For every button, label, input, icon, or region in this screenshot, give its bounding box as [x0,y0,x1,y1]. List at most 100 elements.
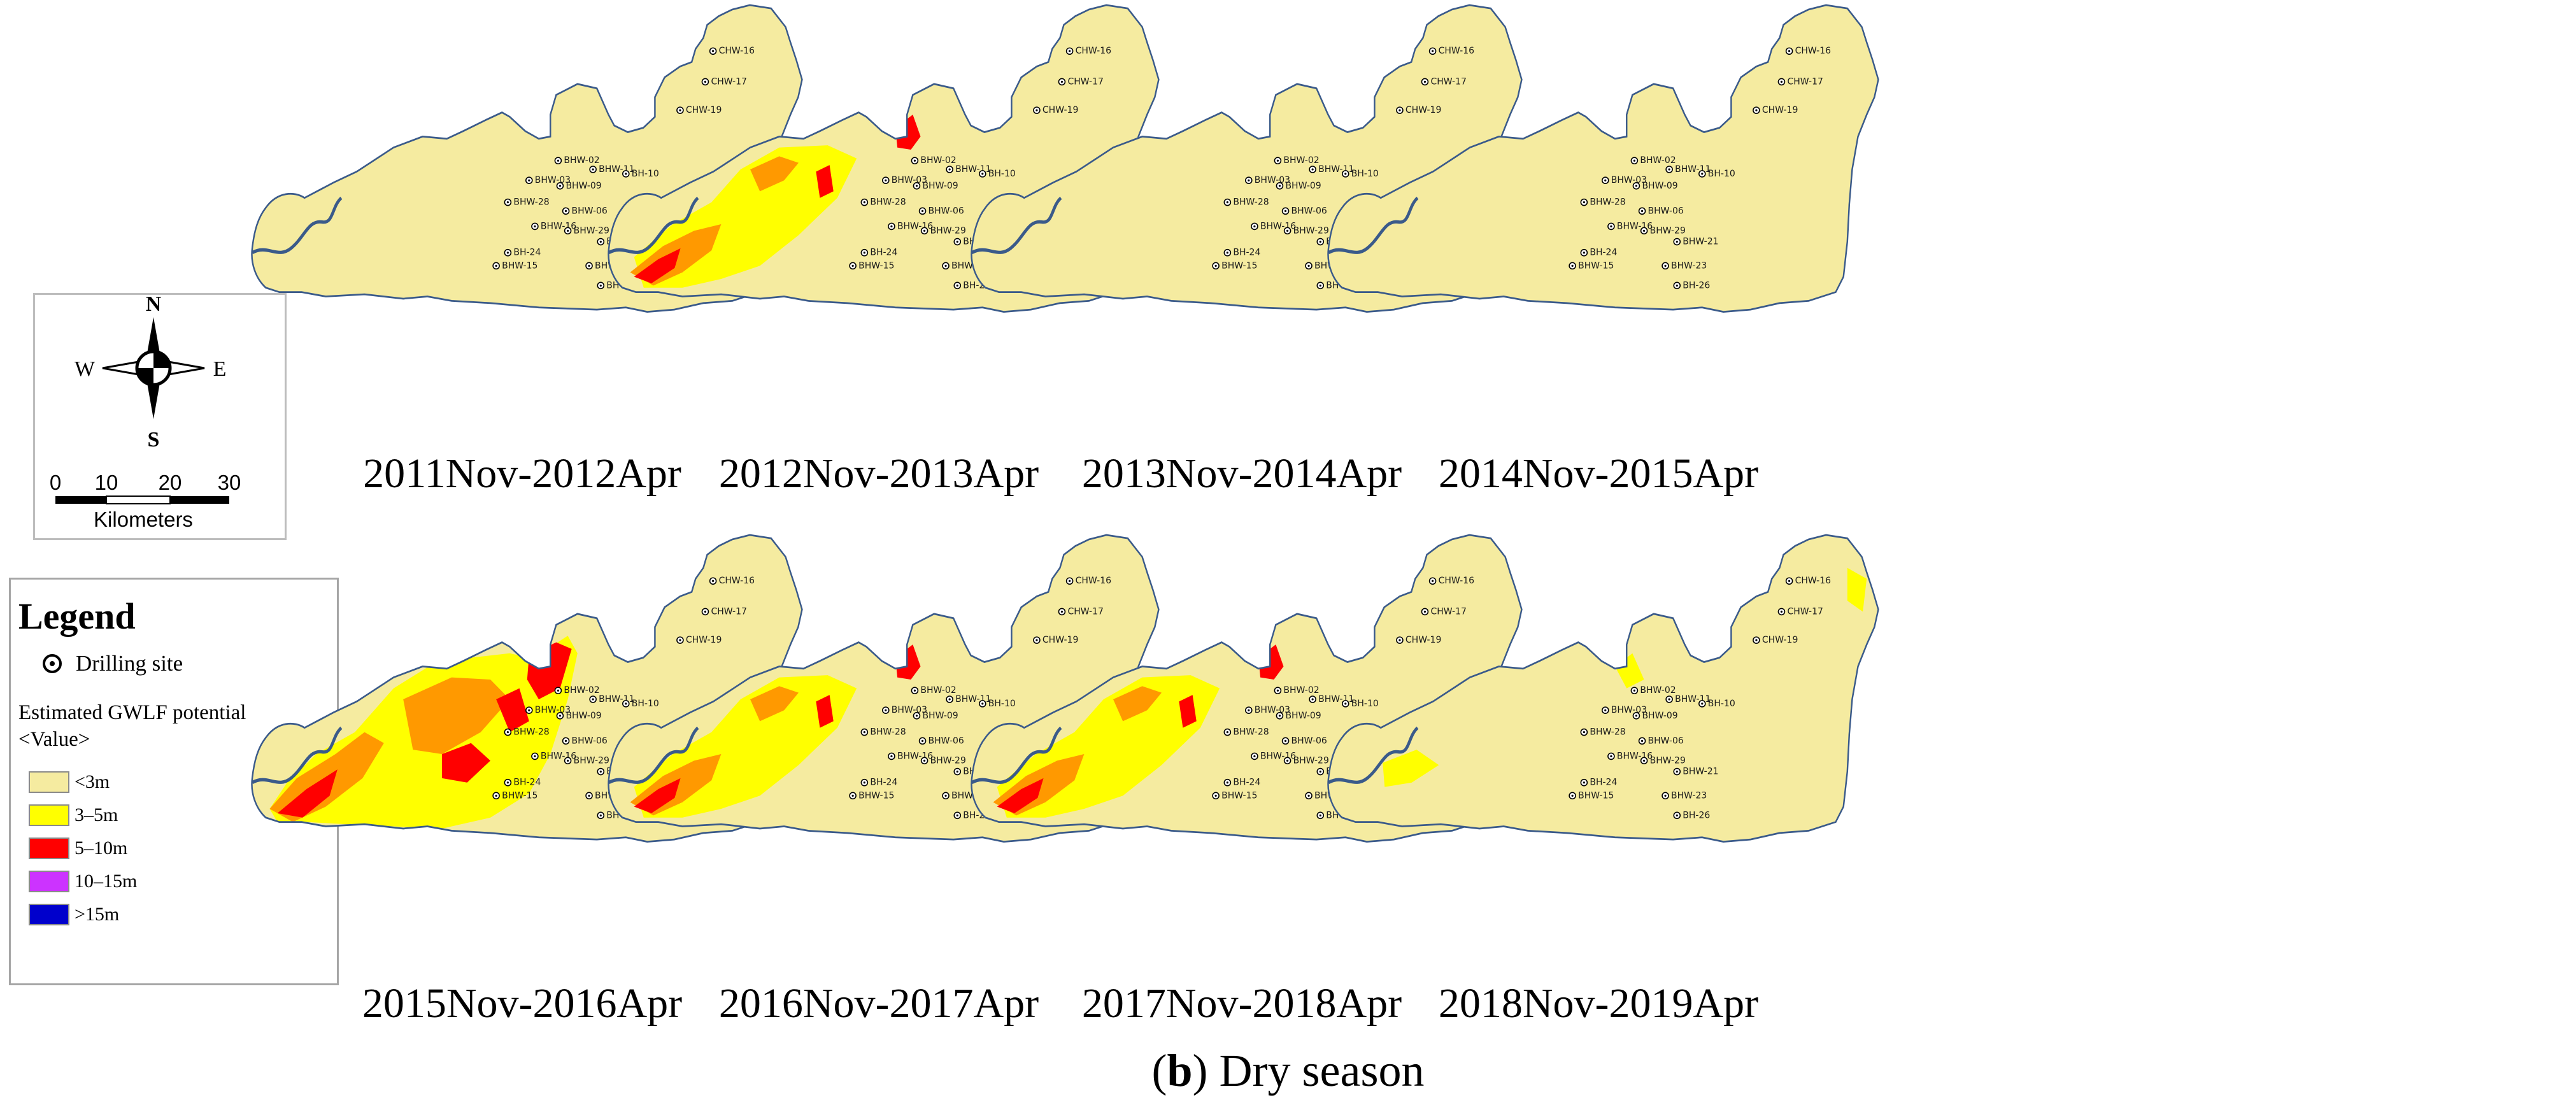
study-area-outline [608,4,1160,313]
drilling-site-marker: CHW-17 [1421,76,1467,87]
drilling-site-marker: CHW-16 [1065,576,1111,586]
east-label: E [213,357,227,381]
drilling-site-marker: BHW-09 [556,181,602,191]
river-line [1328,196,1419,255]
drilling-site-label: BHW-29 [1293,225,1329,236]
drilling-site-label: BHW-06 [1648,206,1684,216]
drilling-site-marker: CHW-16 [1785,576,1832,586]
drilling-site-label: BHW-15 [858,260,894,271]
drilling-site-marker: CHW-17 [701,606,747,617]
drilling-site-marker: BH-24 [504,248,541,258]
drilling-site-label: BH-10 [988,169,1016,179]
drilling-site-label: CHW-19 [1762,635,1798,645]
study-area-fill [1328,5,1879,312]
study-area-outline [251,4,803,313]
drilling-site-marker: BHW-28 [860,727,906,738]
gwlf-zone-orange [750,156,799,192]
drilling-site-label: BH-26 [1683,280,1710,290]
north-arrow-icon: N S W E 0 10 20 30 Kilometers [50,295,241,531]
legend-class-1: 3–5m [29,804,118,827]
drilling-site-label: BHW-23 [1671,790,1707,801]
drilling-site-label: BH-24 [1233,248,1260,258]
scale-tick-10: 10 [95,471,118,494]
drilling-site-marker: CHW-19 [1033,105,1078,115]
drilling-site-label: BHW-09 [1285,181,1321,191]
drilling-site-marker: BHW-29 [564,755,609,766]
study-area-outline [971,4,1523,313]
drilling-site-marker: BHW-28 [1580,727,1626,738]
scale-bar [55,495,229,504]
map-caption: 2013Nov-2014Apr [1081,450,1402,497]
legend-field-sub: <Value> [18,728,90,751]
river-line [252,726,343,785]
drilling-site-label: CHW-19 [1405,105,1441,115]
drilling-site-label: BHW-29 [1650,225,1686,236]
drilling-site-label: BHW-28 [870,727,906,738]
map-caption: 2011Nov-2012Apr [363,450,681,497]
drilling-site-label: BH-26 [1683,810,1710,820]
drilling-site-label: CHW-16 [1076,46,1112,56]
drilling-site-marker: BHW-06 [1638,736,1684,746]
gwlf-hotspots [269,636,578,829]
drilling-site-label: BHW-02 [1283,155,1319,166]
drilling-site-marker: CHW-17 [1058,76,1104,87]
drilling-site-marker: BHW-09 [913,181,958,191]
drilling-site-label: CHW-17 [1787,76,1823,87]
study-area-fill [1328,535,1879,842]
drilling-site-label: BHW-15 [858,790,894,801]
drilling-site-label: BHW-02 [920,155,956,166]
drilling-site-label: CHW-16 [1439,46,1475,56]
river-line [252,196,343,255]
drilling-site-marker: BHW-02 [1274,685,1320,695]
drilling-site-marker: BHW-09 [1632,711,1678,721]
north-label: N [146,295,162,316]
drilling-site-label: BHW-06 [1292,206,1327,216]
map-caption: 2018Nov-2019Apr [1438,980,1759,1027]
drilling-site-marker: CHW-17 [1777,606,1823,617]
drilling-site-label: Drilling site [76,651,183,676]
drilling-site-marker: CHW-16 [709,46,755,56]
drilling-site-marker: BHW-15 [849,260,894,271]
drilling-site-marker: BHW-06 [1281,736,1327,746]
legend-class-label: 3–5m [75,804,118,825]
drilling-site-marker: CHW-17 [1421,606,1467,617]
legend-class-label: <3m [75,771,110,792]
drilling-site-marker: BH-10 [978,169,1016,179]
gwlf-zone-red [997,778,1044,813]
drilling-site-label: BHW-15 [1578,260,1614,271]
drilling-site-label: CHW-19 [686,635,722,645]
gwlf-zone-red [634,248,681,283]
drilling-site-label: BH-24 [870,778,897,788]
gwlf-zone-red [1179,695,1197,728]
drilling-site-marker: CHW-16 [1065,46,1112,56]
study-area-outline [251,534,803,843]
drilling-site-label: BHW-15 [1221,260,1257,271]
drilling-site-label: CHW-16 [1795,576,1832,586]
drilling-site-label: BHW-29 [930,225,966,236]
drilling-site-label: BHW-28 [513,197,549,208]
drilling-site-label: BHW-09 [566,181,601,191]
legend-class-4: >15m [29,903,119,926]
drilling-site-marker: BHW-29 [1283,225,1329,236]
map-caption: 2016Nov-2017Apr [718,980,1039,1027]
drilling-site-label: CHW-16 [1439,576,1475,586]
drilling-site-label: BHW-28 [1590,197,1625,208]
river-line [608,726,699,785]
drilling-site-label: CHW-19 [1405,635,1441,645]
drilling-site-label: BHW-21 [1683,237,1718,247]
drilling-site-marker: BHW-02 [554,155,600,166]
drilling-site-marker: BHW-06 [1281,206,1327,216]
gwlf-zone-orange [1113,686,1162,722]
drilling-site-label: CHW-17 [711,76,746,87]
drilling-site-marker: BHW-06 [918,206,964,216]
drilling-site-label: BHW-29 [574,755,609,766]
drilling-site-label: BHW-29 [574,225,609,236]
legend-field-name: Estimated GWLF potential [18,701,246,724]
drilling-site-marker: BH-24 [1580,248,1617,258]
legend-class-0: <3m [29,771,110,794]
drilling-site-marker: BHW-29 [564,225,609,236]
gwlf-zone-red [442,743,490,783]
drilling-site-marker: CHW-19 [676,635,722,645]
drilling-site-marker: BH-10 [1341,699,1379,709]
drilling-site-marker: BHW-21 [1673,237,1719,247]
